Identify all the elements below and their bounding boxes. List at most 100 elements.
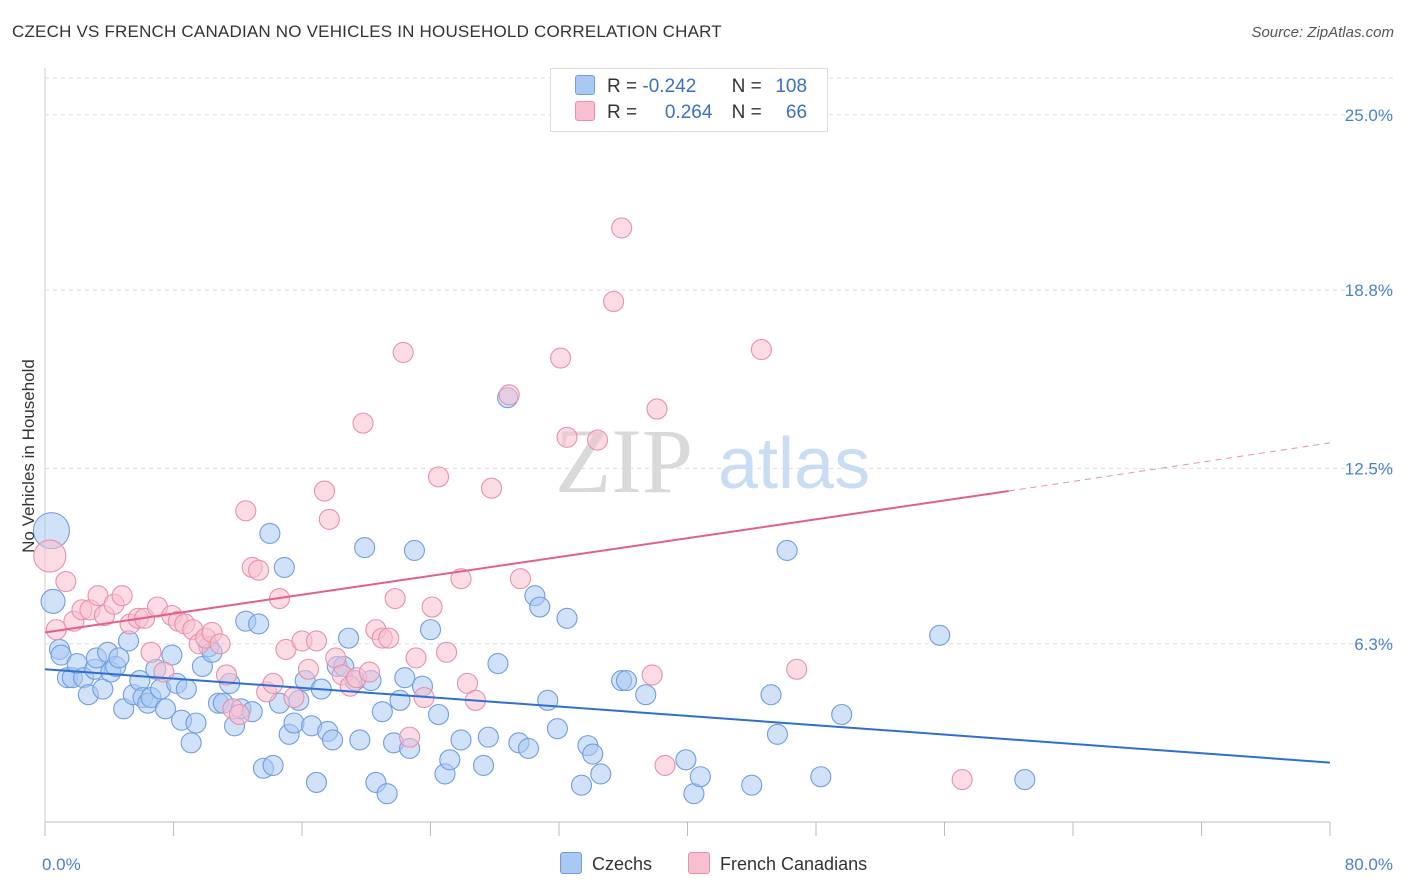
point-czechs: [427, 703, 450, 726]
point-french-canadians: [305, 630, 328, 652]
point-french-canadians: [358, 661, 381, 683]
point-czechs: [305, 771, 328, 793]
point-french-canadians: [456, 672, 478, 694]
point-french-canadians: [111, 585, 133, 607]
point-czechs: [556, 607, 578, 629]
point-czechs: [529, 596, 551, 618]
point-french-canadians: [392, 341, 414, 363]
legend-n-value: 66: [785, 102, 808, 123]
point-czechs: [1014, 769, 1036, 791]
point-czechs: [760, 684, 782, 706]
point-french-canadians: [283, 686, 305, 709]
point-czechs: [349, 729, 371, 751]
point-czechs: [154, 698, 177, 720]
point-czechs: [831, 703, 853, 726]
tick-labels: 6.3% 12.5% 18.8% 25.0% 0.0% 80.0%: [42, 106, 1393, 874]
point-czechs: [487, 653, 509, 675]
point-czechs: [615, 670, 638, 692]
legend-r-value: 0.264: [664, 102, 713, 123]
point-czechs: [590, 763, 612, 785]
bottom-legend-french-canadians: French Canadians: [688, 852, 867, 875]
point-czechs: [321, 729, 344, 751]
chart-title: CZECH VS FRENCH CANADIAN NO VEHICLES IN …: [12, 22, 722, 41]
point-french-canadians: [750, 339, 772, 361]
point-czechs: [570, 774, 593, 796]
y-axis-label: No Vehicles in Household: [19, 359, 38, 553]
bottom-legend-swatch-czechs: [560, 852, 582, 874]
point-czechs: [929, 624, 951, 646]
point-french-canadians: [140, 641, 162, 663]
point-french-canadians: [33, 539, 67, 573]
legend-row-french-canadians: R = 0.264 N = 66: [575, 101, 807, 127]
point-czechs: [766, 723, 789, 745]
point-french-canadians: [209, 633, 231, 655]
point-czechs: [546, 718, 568, 740]
point-french-canadians: [378, 627, 400, 649]
x-tick-label: 0.0%: [42, 855, 81, 874]
trend-lines: [44, 442, 1331, 764]
point-french-canadians: [509, 568, 532, 590]
point-french-canadians: [556, 426, 578, 448]
point-czechs: [741, 774, 763, 796]
point-czechs: [338, 627, 360, 649]
point-french-canadians: [215, 664, 238, 686]
point-french-canadians: [480, 477, 503, 499]
point-french-canadians: [248, 559, 270, 581]
legend-n-label: N =: [731, 102, 762, 123]
point-french-canadians: [235, 500, 257, 522]
point-czechs: [161, 644, 183, 666]
point-french-canadians: [611, 217, 633, 239]
point-czechs: [376, 783, 398, 805]
point-czechs: [259, 522, 281, 545]
point-czechs: [403, 539, 425, 561]
point-czechs: [394, 667, 416, 689]
point-french-canadians: [498, 384, 520, 406]
point-czechs: [175, 678, 197, 700]
point-czechs: [582, 743, 604, 765]
point-czechs: [92, 678, 114, 700]
point-czechs: [537, 689, 559, 711]
point-french-canadians: [641, 664, 663, 686]
axes: [44, 68, 1331, 836]
point-french-canadians: [352, 412, 374, 434]
point-czechs: [108, 647, 130, 669]
point-czechs: [776, 539, 798, 561]
point-czechs: [689, 766, 711, 788]
point-czechs: [185, 712, 207, 734]
point-french-canadians: [55, 570, 77, 593]
point-french-canadians: [450, 568, 472, 590]
correlation-legend: R = -0.242 N = 108 R = 0.264 N = 66: [550, 68, 828, 132]
legend-r-label: R =: [607, 76, 638, 97]
watermark-atlas: atlas: [718, 424, 870, 504]
point-french-canadians: [436, 641, 458, 663]
point-czechs: [517, 737, 540, 759]
y-tick-label: 12.5%: [1345, 459, 1393, 478]
point-french-canadians: [786, 658, 808, 680]
trend-line-french-canadians-extension: [1008, 442, 1331, 492]
point-french-canadians: [421, 596, 443, 618]
point-czechs: [283, 712, 305, 734]
legend-r-value: -0.242: [642, 76, 697, 97]
y-tick-label: 25.0%: [1345, 106, 1393, 125]
point-czechs: [180, 732, 202, 754]
bottom-legend-swatch-french-canadians: [688, 852, 710, 874]
point-french-canadians: [586, 429, 609, 451]
point-french-canadians: [654, 754, 676, 776]
point-czechs: [40, 588, 66, 614]
bottom-legend-label: Czechs: [592, 854, 653, 874]
point-czechs: [371, 701, 393, 723]
x-tick-label: 80.0%: [1345, 855, 1393, 874]
point-french-canadians: [262, 672, 284, 694]
point-czechs: [354, 537, 376, 559]
legend-n-value: 108: [775, 76, 808, 97]
point-czechs: [389, 689, 411, 711]
legend-r-label: R =: [607, 102, 638, 123]
legend-row-czechs: R = -0.242 N = 108: [575, 75, 807, 101]
bottom-legend-label: French Canadians: [720, 854, 868, 874]
trend-line-czechs: [44, 668, 1331, 764]
point-czechs: [472, 754, 495, 776]
point-french-canadians: [228, 703, 250, 726]
trend-line-french-canadians: [44, 490, 1009, 634]
point-czechs: [262, 754, 284, 776]
watermark-zip: ZIP: [555, 410, 693, 512]
